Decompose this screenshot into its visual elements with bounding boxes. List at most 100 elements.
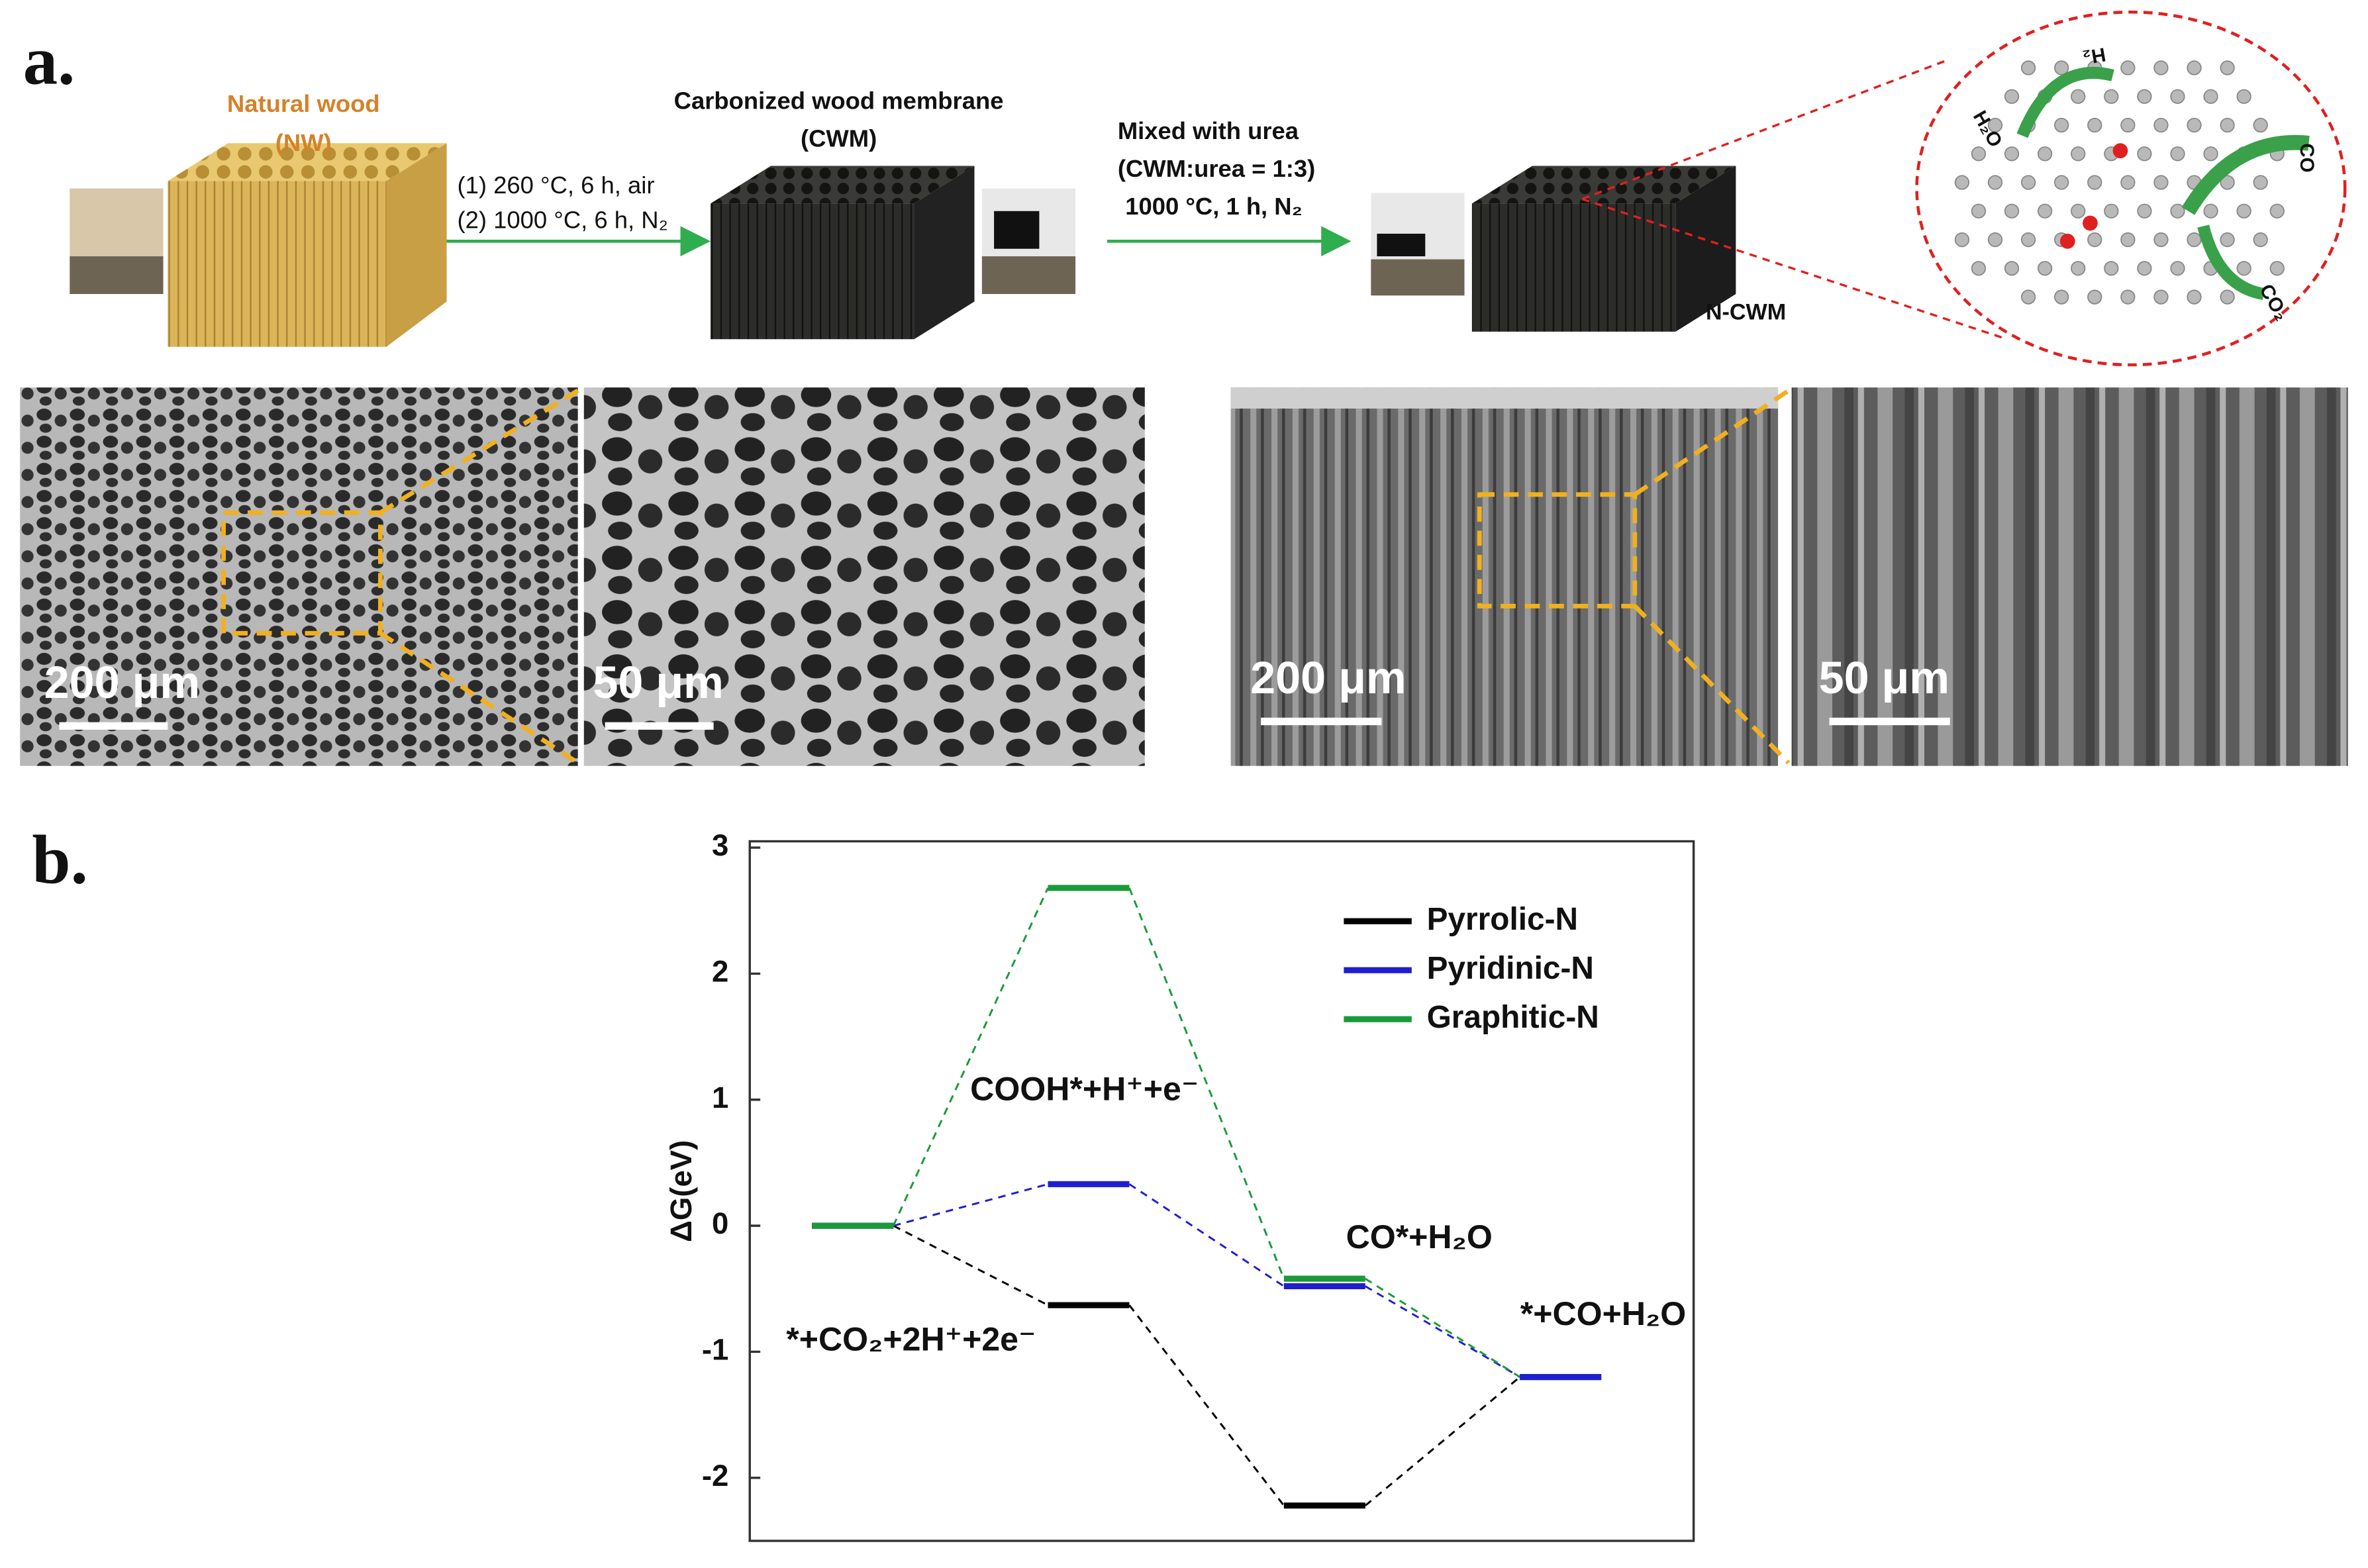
- sample: [1377, 233, 1426, 257]
- atom: [2170, 261, 2185, 276]
- atom: [2137, 203, 2152, 219]
- atom: [2120, 117, 2136, 133]
- reaction-arrow: [2016, 67, 2114, 138]
- ruler: [981, 256, 1076, 294]
- atom: [1954, 175, 1970, 190]
- atom: [1987, 175, 2003, 190]
- connector: [893, 1224, 1049, 1306]
- step-label: *+CO+H₂O: [1520, 1295, 1686, 1332]
- atom: [2037, 203, 2053, 219]
- atom: [2020, 232, 2036, 248]
- sem-image: [1791, 387, 2348, 766]
- atom: [2220, 60, 2235, 75]
- connector: [1128, 1183, 1285, 1287]
- atom: [2137, 89, 2152, 104]
- atom: [2120, 289, 2136, 305]
- atom: [2137, 261, 2152, 276]
- atom: [2269, 203, 2285, 219]
- ncwm-block-top: [1471, 166, 1736, 204]
- connector: [1364, 1376, 1521, 1506]
- scale-bar-label: 200 μm: [44, 658, 200, 708]
- plot-frame: [748, 840, 1695, 1542]
- ruler: [70, 256, 164, 294]
- atom: [2020, 175, 2036, 190]
- atom: [2187, 289, 2202, 305]
- panel-label: a.: [23, 22, 75, 99]
- atom: [2153, 289, 2169, 305]
- atom: [2203, 203, 2218, 219]
- reaction-arrow: [2181, 134, 2310, 215]
- connector: [893, 1183, 1048, 1227]
- cwm-block-top: [711, 166, 975, 204]
- connector: [1128, 887, 1285, 1279]
- scale-bar: [59, 722, 168, 730]
- atom: [2004, 203, 2020, 219]
- connector: [1365, 1277, 1520, 1378]
- atom: [2253, 232, 2268, 248]
- ncwm-label: N-CWM: [1706, 300, 1786, 325]
- atom: [2071, 89, 2086, 104]
- atom: [2020, 289, 2036, 305]
- atom: [1987, 117, 2003, 133]
- atom: [1954, 232, 1970, 248]
- wood-block-top: [168, 143, 447, 181]
- scale-bar: [1829, 717, 1950, 726]
- atom: [2104, 89, 2119, 104]
- atom: [2153, 117, 2169, 133]
- y-tick-label: -2: [702, 1459, 728, 1493]
- atom: [2236, 89, 2251, 104]
- step1-line2: (2) 1000 °C, 6 h, N₂: [458, 206, 668, 233]
- atom: [2104, 203, 2119, 219]
- atom: [2104, 261, 2119, 276]
- atom: [2153, 232, 2169, 248]
- atom: [2004, 89, 2020, 104]
- atom: [2236, 203, 2251, 219]
- wood-block-side: [386, 143, 447, 347]
- atom: [2087, 232, 2102, 248]
- atom: [1971, 146, 1987, 162]
- connector: [1128, 1304, 1285, 1506]
- atom: [2253, 117, 2268, 133]
- step2-line3: 1000 °C, 1 h, N₂: [1125, 193, 1303, 220]
- atom: [2137, 146, 2152, 162]
- atom: [1987, 232, 2003, 248]
- atom: [2087, 117, 2102, 133]
- atom: [2120, 175, 2136, 190]
- atom: [1971, 203, 1987, 219]
- step-label: COOH*+H⁺+e⁻: [970, 1071, 1199, 1108]
- atom: [2269, 261, 2285, 276]
- atom: [2037, 261, 2053, 276]
- y-tick-label: -1: [702, 1333, 728, 1367]
- sample: [994, 211, 1040, 249]
- atom: [2153, 175, 2169, 190]
- cwm-block-side: [914, 166, 975, 340]
- atom: [2120, 232, 2136, 248]
- y-tick-label: 2: [712, 954, 728, 988]
- wood-block-front: [168, 181, 387, 347]
- atom: [2220, 232, 2235, 248]
- atom: [2187, 232, 2202, 248]
- ncwm-block-front: [1471, 203, 1676, 332]
- y-tick-label: 0: [712, 1206, 728, 1240]
- legend-label: Graphitic-N: [1427, 1000, 1599, 1035]
- legend-label: Pyrrolic-N: [1427, 902, 1578, 937]
- atom: [2087, 289, 2102, 305]
- reaction-arrow: [2197, 224, 2265, 300]
- scale-bar-label: 50 μm: [593, 658, 723, 708]
- y-tick-label: 3: [712, 828, 728, 862]
- atom: [2059, 233, 2075, 249]
- atom: [2236, 261, 2251, 276]
- cwm-abbr: (CWM): [801, 124, 877, 152]
- zoom-line: [1581, 59, 1948, 201]
- atom: [2037, 146, 2053, 162]
- atom: [2170, 89, 2185, 104]
- atom: [2054, 289, 2069, 305]
- step2-line1: Mixed with urea: [1118, 117, 1299, 144]
- atom: [2170, 146, 2185, 162]
- cwm-block-front: [711, 203, 914, 340]
- sem-image: [1230, 387, 1779, 766]
- atom: [2071, 261, 2086, 276]
- atom: [2203, 89, 2218, 104]
- atom: [2220, 289, 2235, 305]
